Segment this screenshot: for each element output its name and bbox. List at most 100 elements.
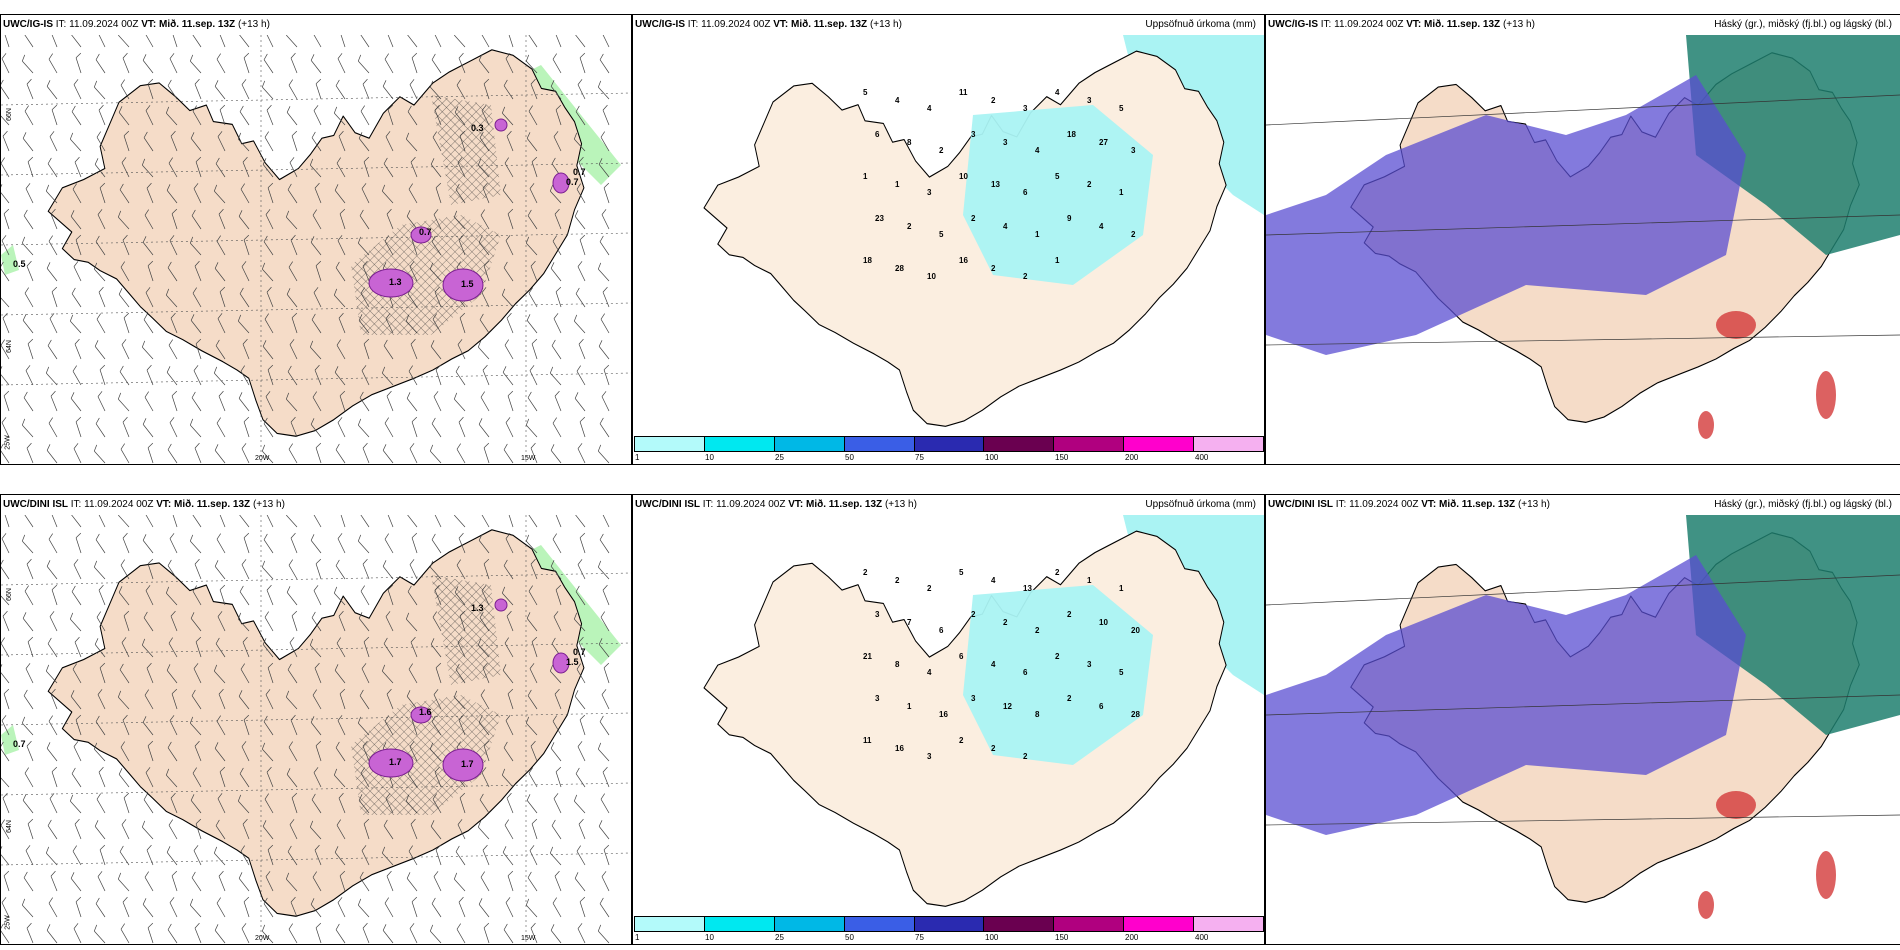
barb-shaft: [219, 109, 226, 126]
barb-flag: [1, 235, 7, 241]
barb-flag: [237, 794, 242, 802]
barb-shaft: [507, 875, 514, 892]
barb-shaft: [217, 798, 226, 814]
barb-shaft: [602, 590, 610, 606]
wind-barb: [145, 585, 154, 606]
wind-barb: [69, 612, 82, 632]
barb-shaft: [406, 398, 418, 412]
barb-shaft: [554, 214, 562, 230]
barb-shaft: [599, 721, 610, 736]
barb-flag: [601, 209, 607, 215]
barb-flag: [312, 209, 317, 216]
panel-header: UWC/IG-IS IT: 11.09.2024 00Z VT: Mið. 11…: [1266, 15, 1900, 35]
precip-value-label: 5: [1119, 668, 1124, 677]
barb-shaft: [122, 720, 130, 736]
barb-shaft: [530, 564, 538, 580]
barb-shaft: [27, 823, 34, 840]
barb-shaft: [193, 850, 202, 866]
wind-barb: [311, 313, 322, 334]
precip-value-label: 2: [991, 264, 996, 273]
wind-barb: [505, 715, 514, 736]
panel-header: UWC/DINI ISL IT: 11.09.2024 00Z VT: Mið.…: [1266, 495, 1900, 515]
barb-shaft: [310, 826, 322, 840]
barb-flag: [507, 208, 514, 215]
barb-flag: [435, 364, 442, 371]
wind-barb: [386, 870, 394, 892]
wind-barb: [574, 392, 586, 412]
barb-flag: [22, 612, 27, 619]
barb-flag: [406, 872, 411, 879]
barb-shaft: [553, 798, 562, 814]
precip-value-label: 10: [927, 272, 936, 281]
wind-barb: [146, 182, 154, 204]
wind-barb: [336, 637, 346, 658]
barb-shaft: [579, 57, 586, 74]
wind-barb: [75, 52, 82, 74]
precip-value-label: 2: [971, 214, 976, 223]
barb-flag: [579, 416, 586, 423]
wind-barb: [265, 689, 274, 710]
barb-shaft: [216, 240, 226, 256]
barb-shaft: [195, 161, 202, 178]
barb-shaft: [142, 904, 154, 918]
barb-flag: [503, 443, 508, 450]
wind-barb: [169, 417, 178, 438]
barb-flag: [122, 234, 128, 241]
wind-barb: [385, 131, 394, 152]
barb-flag: [98, 584, 104, 591]
barb-shaft: [22, 904, 34, 918]
barb-flag: [577, 923, 583, 929]
panel-cloud-top: UWC/IG-IS IT: 11.09.2024 00Z VT: Mið. 11…: [1265, 14, 1900, 465]
barb-flag: [502, 366, 507, 373]
barb-shaft: [553, 318, 562, 334]
wind-barb: [193, 365, 202, 386]
barb-flag: [119, 365, 124, 372]
barb-shaft: [313, 772, 322, 788]
wind-barb: [337, 897, 346, 918]
barb-flag: [530, 922, 536, 929]
barb-shaft: [430, 930, 442, 944]
barb-shaft: [358, 424, 370, 438]
barb-flag: [432, 611, 437, 618]
wind-barb: [142, 716, 154, 736]
barb-flag: [94, 820, 99, 827]
wind-barb: [71, 767, 82, 788]
barb-shaft: [190, 904, 202, 918]
barb-flag: [217, 131, 223, 137]
barb-flag: [266, 584, 272, 591]
barb-shaft: [1, 240, 10, 256]
barb-shaft: [358, 60, 370, 74]
wind-barb: [579, 234, 586, 256]
barb-shaft: [3, 35, 10, 48]
barb-shaft: [2, 798, 10, 814]
barb-shaft: [242, 642, 250, 658]
colorbar-tick-label: 50: [845, 933, 854, 942]
barb-shaft: [478, 346, 490, 360]
barb-shaft: [194, 928, 202, 944]
barb-flag: [1, 106, 2, 114]
barb-flag: [578, 338, 584, 345]
barb-shaft: [142, 826, 154, 840]
wind-barb: [552, 897, 562, 918]
wind-barb: [264, 793, 274, 814]
barb-flag: [310, 418, 315, 425]
barb-shaft: [335, 747, 346, 762]
precip-value-label: 2: [907, 222, 912, 231]
mid-cloud-area: [1266, 75, 1746, 355]
wind-barb: [24, 287, 34, 308]
barb-flag: [71, 585, 76, 592]
barb-flag: [24, 287, 29, 294]
wind-value-label: 1.6: [419, 707, 432, 717]
wind-barb: [241, 741, 250, 762]
wind-barb: [219, 584, 226, 606]
wind-barb: [554, 688, 562, 710]
wind-barb: [120, 261, 130, 282]
barb-shaft: [409, 928, 418, 944]
barb-shaft: [169, 422, 178, 438]
barb-flag: [410, 338, 416, 345]
barb-flag: [289, 637, 295, 643]
barb-shaft: [75, 421, 82, 438]
barb-shaft: [578, 642, 586, 658]
wind-barb: [22, 612, 34, 632]
barb-shaft: [120, 266, 130, 282]
